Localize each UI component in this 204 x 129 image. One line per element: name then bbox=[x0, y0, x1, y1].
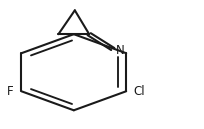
Text: N: N bbox=[116, 44, 124, 57]
Text: Cl: Cl bbox=[133, 85, 145, 98]
Text: F: F bbox=[7, 85, 13, 98]
